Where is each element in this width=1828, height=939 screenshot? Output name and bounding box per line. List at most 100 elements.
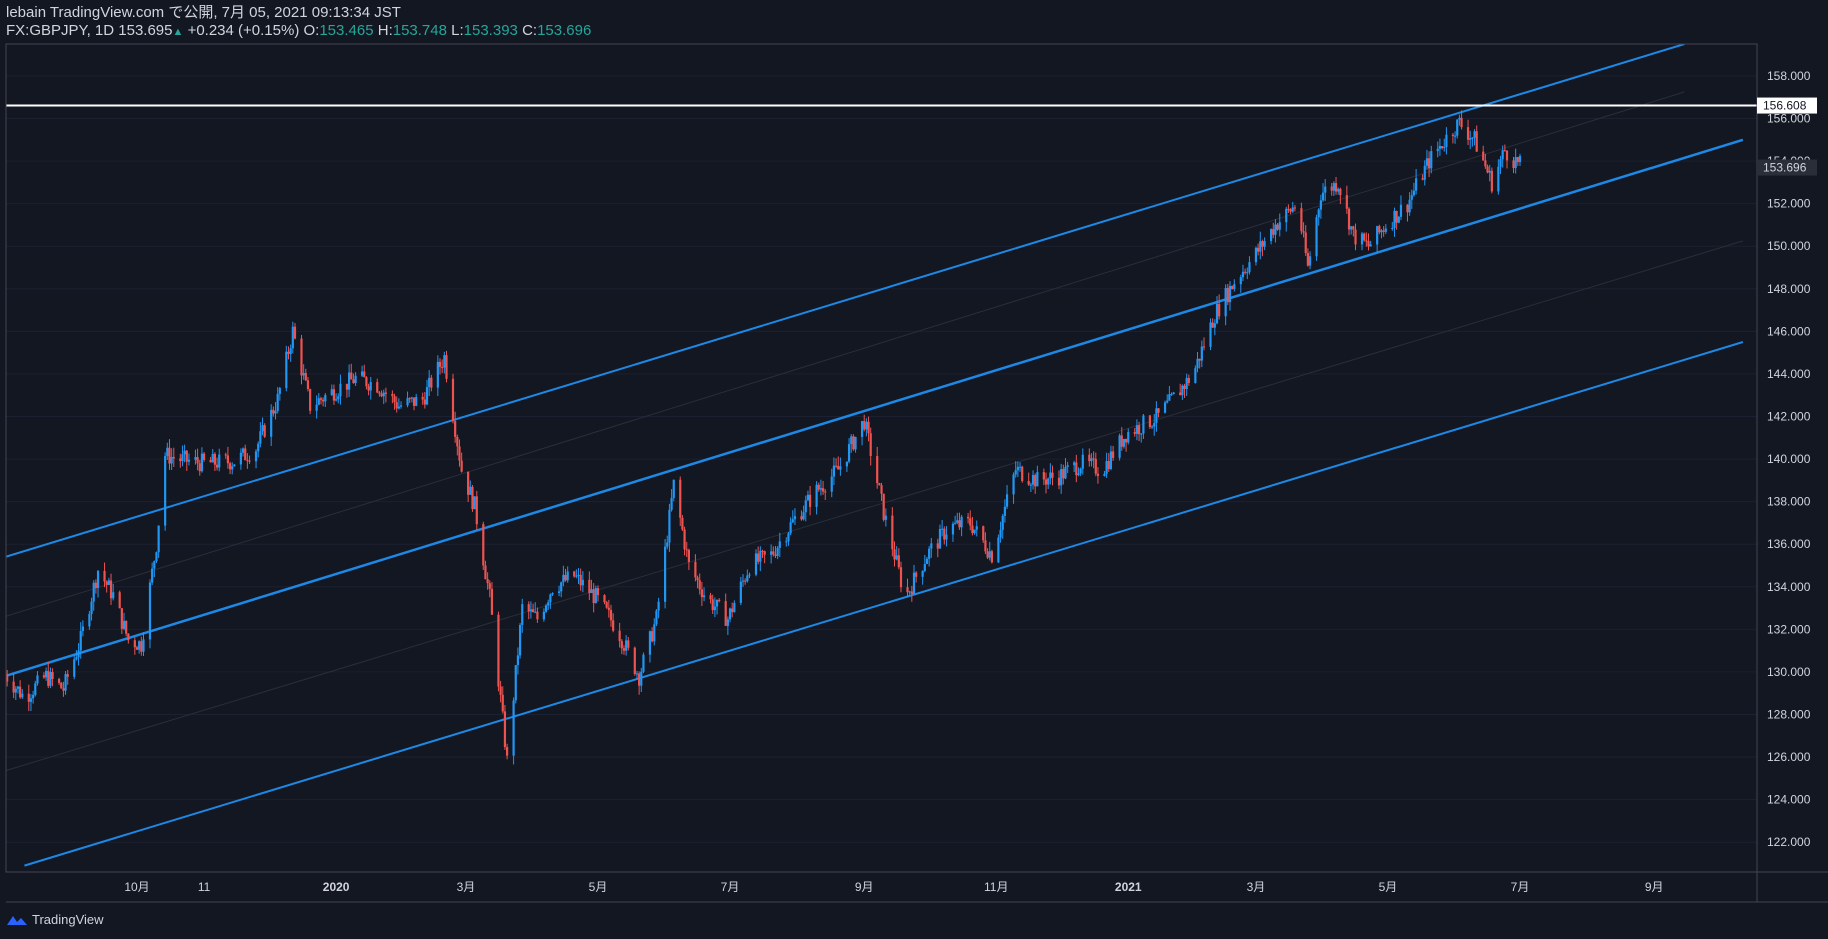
candle-body	[1443, 146, 1446, 149]
candle-body	[233, 464, 236, 467]
candle-body	[276, 393, 279, 411]
candle-body	[257, 443, 260, 452]
candle-body	[975, 526, 978, 530]
candle-body	[1140, 433, 1143, 435]
candle-body	[172, 456, 175, 459]
candle-body	[638, 673, 641, 686]
footer-branding[interactable]: TradingView	[6, 912, 104, 927]
candle-body	[815, 484, 818, 507]
candle-body	[1451, 134, 1455, 136]
candle-body	[512, 700, 515, 756]
candle-body	[514, 665, 517, 701]
candle-body	[945, 534, 948, 540]
candle-body	[1308, 256, 1312, 266]
candle-body	[1062, 469, 1065, 479]
candle-body	[304, 373, 307, 381]
candle-body	[1027, 481, 1030, 485]
candle-body	[1466, 127, 1470, 140]
candle-body	[648, 631, 652, 655]
candle-body	[609, 609, 613, 621]
candle-body	[224, 454, 227, 456]
candle-body	[973, 529, 976, 534]
candle-body	[1285, 208, 1288, 223]
channel-lines[interactable]	[5, 44, 1744, 867]
candle-body	[620, 641, 623, 649]
candle-body	[1302, 231, 1305, 233]
candle-body	[127, 633, 130, 641]
candle-body	[834, 465, 838, 467]
candle-body	[339, 383, 342, 397]
candle-body	[906, 587, 909, 593]
candle-body	[666, 542, 669, 547]
candle-body	[406, 398, 409, 406]
candle-body	[882, 493, 885, 520]
channel-line-middle[interactable]	[5, 138, 1744, 678]
candle-body	[878, 483, 881, 486]
candle-body	[1490, 170, 1493, 192]
candle-body	[845, 461, 848, 467]
candle-body	[1153, 423, 1156, 427]
candle-body	[1512, 160, 1515, 169]
candle-body	[309, 389, 312, 411]
candle-body	[633, 647, 636, 675]
candle-body	[350, 372, 353, 380]
candle-body	[490, 588, 494, 615]
candle-body	[120, 608, 123, 629]
candle-body	[997, 537, 1000, 563]
candle-body	[839, 466, 842, 470]
channel-line-lower[interactable]	[24, 341, 1744, 867]
candle-body	[640, 671, 643, 686]
candle-body	[451, 378, 455, 422]
price-tick-label: 152.000	[1767, 197, 1811, 211]
candle-body	[14, 688, 17, 693]
candle-body	[293, 326, 297, 339]
candle-body	[246, 460, 249, 462]
candle-body	[1514, 157, 1517, 169]
candle-body	[428, 377, 431, 388]
candle-body	[1198, 358, 1201, 361]
candle-body	[1505, 150, 1509, 161]
candle-body	[185, 450, 188, 462]
candle-body	[837, 465, 840, 470]
candle-body	[603, 595, 606, 603]
time-tick-label: 9月	[855, 880, 874, 894]
channel-line-upper[interactable]	[5, 44, 1685, 558]
price-axis[interactable]: 122.000 124.000 126.000 128.000 130.000 132.0…	[1767, 69, 1811, 849]
candle-body	[64, 674, 67, 691]
candle-body	[226, 455, 230, 464]
candle-body	[360, 371, 364, 376]
candle-body	[497, 614, 500, 687]
candle-body	[363, 371, 366, 378]
candle-body	[330, 389, 333, 396]
candle-body	[486, 579, 489, 584]
candle-body	[354, 375, 357, 384]
candle-body	[16, 686, 20, 689]
candle-body	[1241, 271, 1245, 278]
candle-body	[1079, 468, 1082, 474]
candle-body	[1194, 368, 1197, 383]
candle-body	[244, 448, 247, 461]
candle-body	[655, 610, 658, 625]
candle-body	[696, 577, 699, 581]
candle-body	[181, 454, 184, 462]
candle-body	[248, 460, 251, 462]
candle-body	[817, 484, 820, 490]
candle-body	[367, 386, 370, 391]
candle-body	[787, 533, 790, 542]
candle-body	[105, 581, 108, 585]
candle-body	[687, 549, 691, 562]
candle-body	[521, 604, 524, 625]
time-axis[interactable]: 10月 11 2020 3月 5月 7月 9月 11月 2021 3月 5月 7月 9月	[124, 880, 1663, 894]
candle-body	[122, 620, 126, 629]
candle-body	[1367, 241, 1370, 247]
candle-body	[140, 641, 143, 652]
candle-body	[179, 458, 182, 462]
candle-body	[1018, 466, 1022, 468]
candle-body	[32, 694, 35, 699]
candle-body	[408, 398, 411, 400]
candle-body	[880, 485, 883, 494]
candle-body	[1001, 515, 1004, 530]
candle-body	[36, 675, 39, 684]
candle-body	[1395, 210, 1398, 223]
